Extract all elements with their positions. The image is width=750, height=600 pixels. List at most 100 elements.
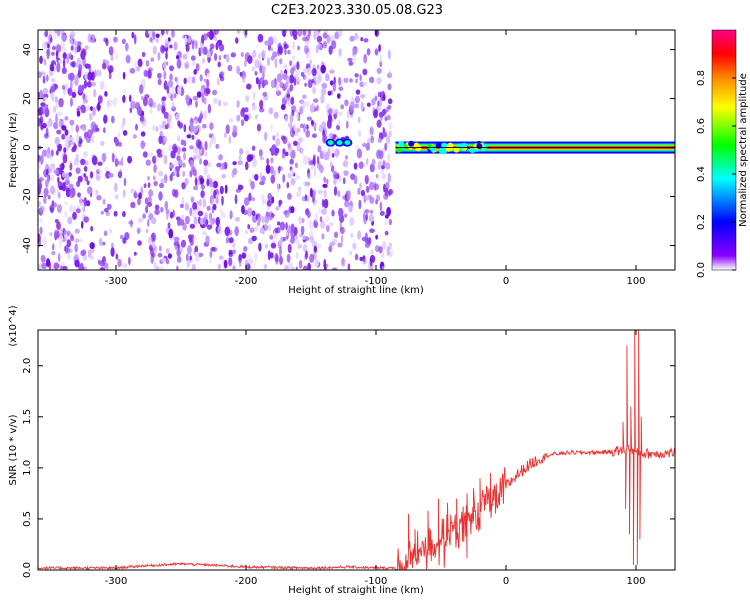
spectrogram-cell bbox=[227, 64, 233, 72]
spectrogram-cell bbox=[375, 199, 378, 205]
spectrogram-cell bbox=[91, 134, 95, 143]
spectrogram-cell bbox=[96, 194, 102, 201]
spectrogram-cell bbox=[56, 221, 61, 230]
spectrogram-cell bbox=[225, 54, 230, 63]
spectrogram-cell bbox=[337, 93, 341, 99]
spectrogram-cell bbox=[166, 85, 170, 94]
spectrogram-cell bbox=[122, 94, 126, 103]
spectrogram-cell bbox=[90, 121, 97, 131]
spectrogram-cell bbox=[182, 170, 185, 177]
spectrogram-cell bbox=[219, 185, 224, 195]
spectrogram-cell bbox=[197, 140, 203, 150]
spectrogram-cell bbox=[149, 109, 153, 114]
spectrogram-cell bbox=[114, 194, 119, 200]
spectrogram-cell bbox=[209, 181, 214, 188]
spectrogram-cell bbox=[175, 113, 180, 121]
spectrogram-cell bbox=[215, 143, 220, 149]
spectrogram-cell bbox=[191, 40, 195, 50]
spectrogram-cell bbox=[377, 100, 380, 107]
spectrogram-cell bbox=[313, 167, 317, 177]
spectrogram-cell bbox=[177, 243, 181, 250]
spectrogram-cell bbox=[333, 177, 337, 186]
spectrogram-cell bbox=[275, 138, 281, 146]
spectrogram-cell bbox=[117, 171, 123, 179]
spectrogram-cell bbox=[169, 163, 175, 169]
spectrogram-cell bbox=[292, 55, 295, 61]
spectrogram-cell bbox=[264, 214, 270, 224]
spectrogram-cell bbox=[296, 78, 301, 83]
spectrogram-cell bbox=[362, 259, 367, 265]
spectrogram-cell bbox=[251, 174, 255, 179]
spectrogram-cell bbox=[113, 36, 118, 43]
spectrogram-cell bbox=[374, 48, 379, 56]
spectrogram-cell bbox=[300, 225, 305, 235]
spectrogram-cell bbox=[176, 265, 179, 270]
spectrogram-cell bbox=[38, 200, 41, 207]
spectrogram-cell bbox=[322, 149, 327, 156]
spectrogram-cell bbox=[69, 37, 74, 45]
spectrogram-cell bbox=[152, 124, 157, 132]
spectrogram-cell bbox=[217, 264, 222, 270]
spectrogram-cell bbox=[171, 85, 175, 95]
spectrogram-cell bbox=[384, 219, 389, 226]
spectrogram-cell bbox=[130, 219, 133, 228]
spectrogram-cell bbox=[69, 248, 73, 253]
spectrogram-cell bbox=[329, 161, 333, 168]
spectrogram-cell bbox=[328, 107, 333, 115]
spectrogram-cell bbox=[167, 80, 174, 88]
spectrogram-cell bbox=[357, 116, 361, 124]
spectrogram-cell bbox=[267, 250, 271, 261]
spectrogram-cell bbox=[379, 54, 383, 64]
spectrogram-cell bbox=[269, 234, 274, 240]
spectrogram-cell bbox=[41, 71, 46, 76]
signal-blob bbox=[453, 146, 460, 153]
spectrogram-cell bbox=[69, 204, 73, 213]
spectrogram-cell bbox=[45, 179, 49, 188]
spectrogram-cell bbox=[137, 198, 141, 206]
spectrogram-cell bbox=[308, 219, 314, 230]
spectrogram-cell bbox=[270, 174, 276, 184]
spectrogram-cell bbox=[80, 104, 86, 114]
spectrogram-x-tick-label: -200 bbox=[235, 276, 258, 287]
spectrogram-cell bbox=[332, 170, 338, 179]
spectrogram-cell bbox=[40, 254, 46, 263]
spectrogram-cell bbox=[207, 161, 212, 168]
spectrogram-cell bbox=[247, 207, 253, 217]
spectrogram-cell bbox=[205, 235, 210, 245]
spectrogram-cell bbox=[303, 75, 309, 81]
spectrogram-cell bbox=[78, 64, 83, 72]
spectrogram-cell bbox=[49, 204, 55, 213]
spectrogram-cell bbox=[40, 102, 46, 107]
spectrogram-cell bbox=[346, 109, 350, 120]
spectrogram-cell bbox=[282, 173, 286, 183]
spectrogram-cell bbox=[91, 128, 94, 135]
spectrogram-cell bbox=[147, 219, 150, 228]
spectrogram-cell bbox=[299, 123, 304, 129]
spectrogram-cell bbox=[284, 115, 288, 122]
spectrogram-cell bbox=[385, 162, 391, 170]
snr-x-tick-label: -200 bbox=[235, 576, 258, 587]
spectrogram-cell bbox=[380, 114, 383, 121]
spectrogram-cell bbox=[91, 155, 98, 166]
spectrogram-cell bbox=[202, 231, 207, 236]
spectrogram-cell bbox=[213, 97, 219, 104]
spectrogram-cell bbox=[371, 158, 376, 166]
spectrogram-cell bbox=[349, 35, 355, 42]
spectrogram-cell bbox=[174, 76, 178, 82]
spectrogram-cell bbox=[46, 258, 51, 268]
spectrogram-cell bbox=[234, 216, 240, 222]
spectrogram-cell bbox=[289, 113, 294, 124]
spectrogram-cell bbox=[253, 262, 257, 269]
spectrogram-cell bbox=[64, 179, 71, 186]
spectrogram-cell bbox=[145, 159, 151, 166]
spectrogram-cell bbox=[111, 115, 115, 124]
spectrogram-cell bbox=[368, 214, 374, 223]
spectrogram-cell bbox=[44, 104, 49, 110]
spectrogram-cell bbox=[97, 95, 103, 104]
spectrogram-cell bbox=[79, 196, 83, 206]
snr-y-tick-label: 0.0 bbox=[22, 562, 33, 578]
spectrogram-cell bbox=[225, 236, 230, 244]
spectrogram-cell bbox=[61, 67, 67, 75]
spectrogram-cell bbox=[159, 124, 163, 130]
